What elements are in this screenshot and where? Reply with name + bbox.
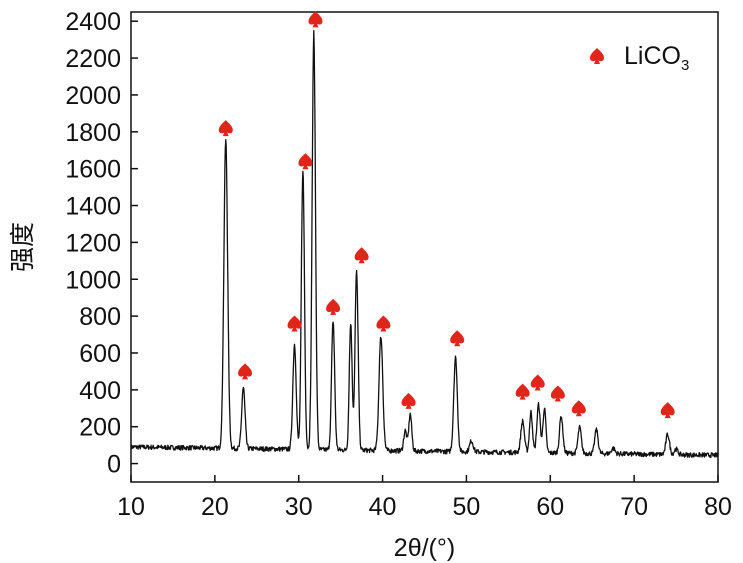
x-axis-ticks: 10 20 30 40 50 60 70 80 (117, 475, 732, 521)
y-tick-label: 800 (79, 303, 121, 331)
peak-marker (571, 400, 586, 417)
y-tick-label: 2200 (65, 45, 121, 73)
peak-marker (376, 315, 391, 332)
peak-markers (218, 11, 675, 419)
legend: LiCO3 (590, 42, 689, 74)
peak-marker (530, 374, 545, 391)
y-tick-label: 1200 (65, 229, 121, 257)
y-tick-label: 600 (79, 340, 121, 368)
x-tick-label: 70 (620, 493, 648, 521)
legend-marker (590, 48, 604, 64)
y-tick-label: 0 (107, 451, 121, 479)
x-tick-label: 80 (704, 493, 732, 521)
y-tick-label: 2400 (65, 8, 121, 36)
y-tick-label: 200 (79, 414, 121, 442)
axes (130, 11, 719, 483)
diffraction-trace (130, 30, 719, 459)
x-tick-label: 30 (285, 493, 313, 521)
peak-marker (660, 402, 675, 419)
x-tick-label: 50 (453, 493, 481, 521)
peak-marker (354, 247, 369, 264)
peak-marker (238, 363, 253, 380)
peak-marker (450, 330, 465, 347)
peak-marker (298, 153, 313, 170)
y-axis-label: 强度 (8, 222, 37, 272)
peak-marker (326, 298, 341, 315)
y-tick-label: 1000 (65, 266, 121, 294)
legend-label: LiCO3 (624, 42, 689, 74)
y-tick-label: 400 (79, 377, 121, 405)
peak-marker (550, 385, 565, 402)
peak-marker (287, 315, 302, 332)
y-tick-label: 1800 (65, 119, 121, 147)
y-tick-label: 1400 (65, 193, 121, 221)
y-tick-label: 1600 (65, 156, 121, 184)
x-tick-label: 20 (201, 493, 229, 521)
x-tick-label: 40 (369, 493, 397, 521)
x-tick-label: 60 (536, 493, 564, 521)
y-tick-label: 2000 (65, 82, 121, 110)
peak-marker (308, 11, 323, 28)
peak-marker (401, 392, 416, 409)
x-axis-label: 2θ/(°) (394, 534, 455, 562)
y-axis-ticks: 0 200 400 600 800 1000 1200 1400 1600 1800 2000 220… (65, 8, 138, 479)
peak-marker (515, 383, 530, 400)
x-tick-label: 10 (117, 493, 145, 521)
plot-frame (130, 11, 719, 483)
peak-marker (218, 120, 233, 137)
